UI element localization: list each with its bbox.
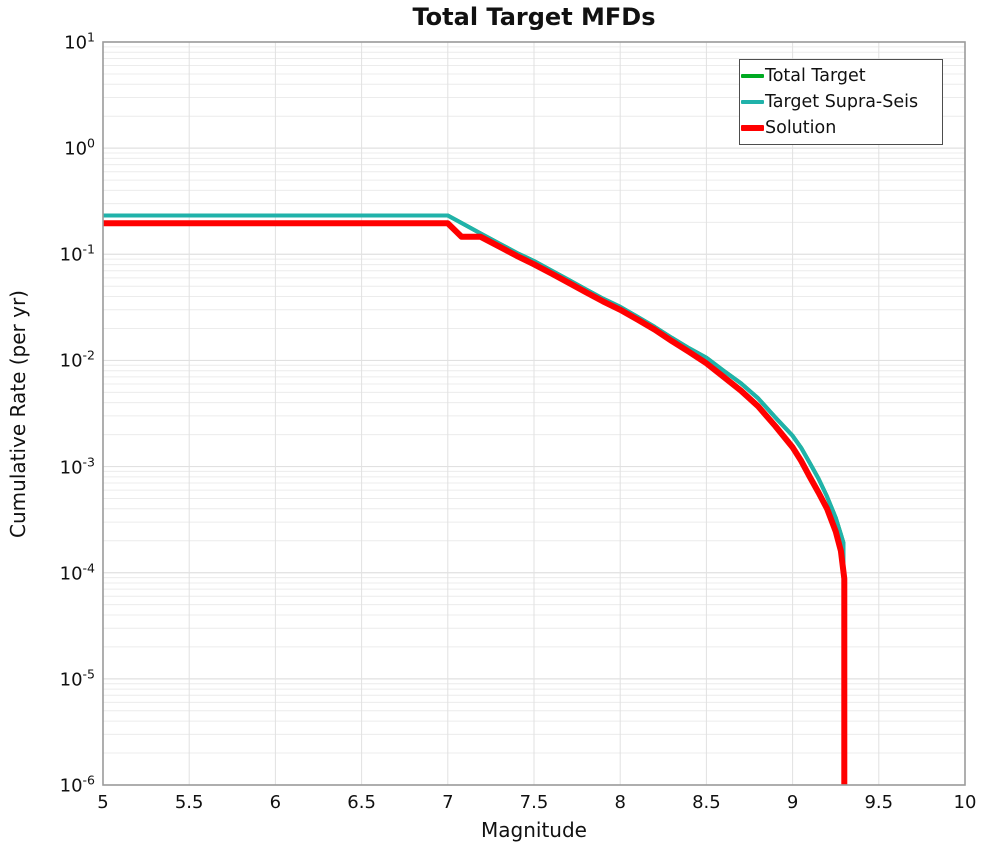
- y-tick-label-1e-2: 10-2: [59, 347, 95, 372]
- series-line-target-supra-seis: [103, 213, 846, 578]
- x-tick-label-8.5: 8.5: [692, 792, 721, 813]
- y-tick-label-1e-1: 10-1: [59, 241, 95, 266]
- series-layer: [103, 213, 848, 785]
- legend-item-solution: Solution: [741, 115, 942, 141]
- x-tick-label-5.5: 5.5: [174, 792, 204, 813]
- plot-border: [102, 41, 966, 786]
- x-tick-label-6: 6: [269, 792, 282, 813]
- x-tick-label-9: 9: [786, 792, 799, 813]
- y-tick-label-1e-5: 10-5: [59, 666, 95, 691]
- x-tick-label-7: 7: [442, 792, 454, 813]
- legend-item-total-target: Total Target: [741, 63, 942, 89]
- x-tick-label-8: 8: [614, 792, 626, 813]
- legend-swatch-solution: [741, 125, 764, 131]
- legend-item-target-supra-seis: Target Supra-Seis: [741, 89, 942, 115]
- x-tick-label-9.5: 9.5: [864, 792, 894, 813]
- x-tick-label-7.5: 7.5: [519, 792, 549, 813]
- grid-vertical: [188, 42, 880, 785]
- legend-swatch-target-supra-seis: [741, 100, 764, 104]
- y-tick-label-1e0: 100: [64, 135, 95, 160]
- y-tick-label-1e-6: 10-6: [59, 772, 95, 797]
- legend-swatch-total-target: [741, 74, 764, 78]
- legend-label-total-target: Total Target: [765, 66, 866, 86]
- y-tick-label-1e-3: 10-3: [59, 454, 95, 479]
- legend: Total Target Target Supra-Seis Solution: [739, 59, 943, 145]
- x-axis-label: Magnitude: [481, 818, 587, 842]
- series-line-total-target: [103, 213, 846, 578]
- y-tick-label-1e1: 101: [64, 29, 95, 54]
- x-tick-label-10: 10: [953, 792, 977, 813]
- legend-label-target-supra-seis: Target Supra-Seis: [765, 92, 919, 112]
- series-line-solution: [103, 220, 848, 785]
- x-tick-label-5: 5: [97, 792, 109, 813]
- y-tick-label-1e-4: 10-4: [59, 560, 95, 585]
- y-axis-label: Cumulative Rate (per yr): [6, 290, 30, 538]
- legend-label-solution: Solution: [765, 118, 837, 138]
- x-tick-label-6.5: 6.5: [347, 792, 376, 813]
- chart-title: Total Target MFDs: [412, 3, 656, 31]
